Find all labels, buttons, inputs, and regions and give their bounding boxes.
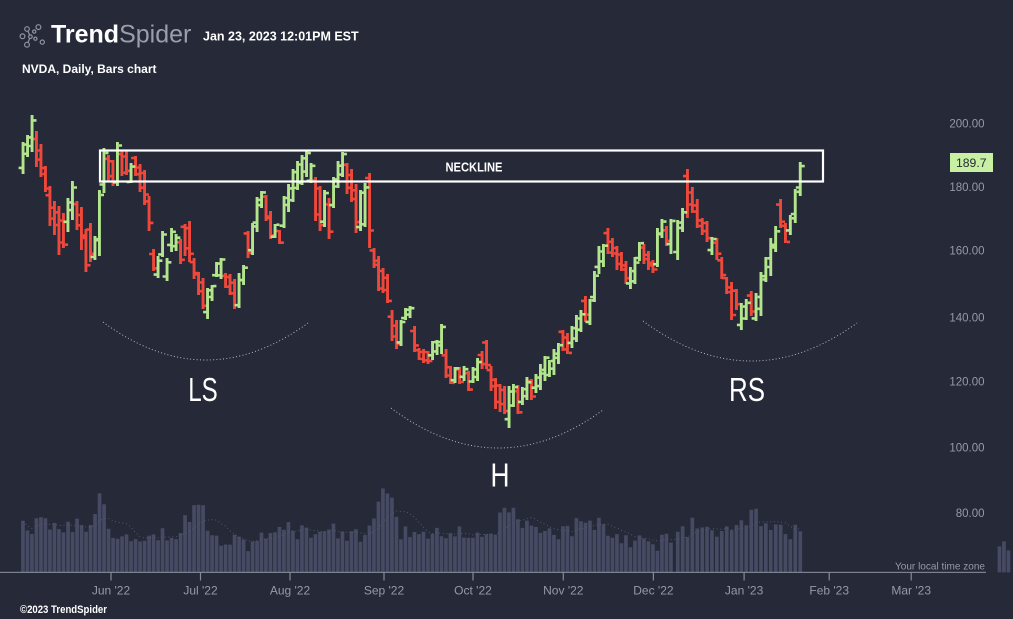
svg-text:NECKLINE: NECKLINE xyxy=(446,160,503,175)
svg-text:NVDA, Daily, Bars chart: NVDA, Daily, Bars chart xyxy=(22,62,157,76)
svg-text:Dec '22: Dec '22 xyxy=(633,584,674,598)
svg-text:Mar '23: Mar '23 xyxy=(891,584,931,598)
svg-text:Jan 23, 2023 12:01PM EST: Jan 23, 2023 12:01PM EST xyxy=(203,30,359,44)
svg-text:120.00: 120.00 xyxy=(949,377,984,389)
svg-text:©2023 TrendSpider: ©2023 TrendSpider xyxy=(20,604,108,616)
svg-text:80.00: 80.00 xyxy=(956,508,985,520)
svg-text:200.00: 200.00 xyxy=(949,119,984,131)
svg-text:Nov '22: Nov '22 xyxy=(543,584,584,598)
svg-text:Your local time zone: Your local time zone xyxy=(895,561,985,573)
svg-text:Sep '22: Sep '22 xyxy=(364,584,405,598)
svg-text:TrendSpider: TrendSpider xyxy=(51,21,191,49)
svg-text:Aug '22: Aug '22 xyxy=(270,584,311,598)
svg-text:Jun '22: Jun '22 xyxy=(92,584,131,598)
svg-text:Feb '23: Feb '23 xyxy=(809,584,849,598)
svg-text:RS: RS xyxy=(729,371,765,408)
svg-text:Jan '23: Jan '23 xyxy=(725,584,764,598)
svg-text:140.00: 140.00 xyxy=(949,313,984,325)
svg-text:Oct '22: Oct '22 xyxy=(454,584,492,598)
svg-text:LS: LS xyxy=(188,371,218,408)
svg-text:180.00: 180.00 xyxy=(949,182,984,194)
svg-text:189.7: 189.7 xyxy=(956,156,987,170)
svg-text:100.00: 100.00 xyxy=(949,443,984,455)
svg-text:160.00: 160.00 xyxy=(949,246,984,258)
svg-text:Jul '22: Jul '22 xyxy=(183,584,218,598)
svg-text:H: H xyxy=(491,457,510,494)
